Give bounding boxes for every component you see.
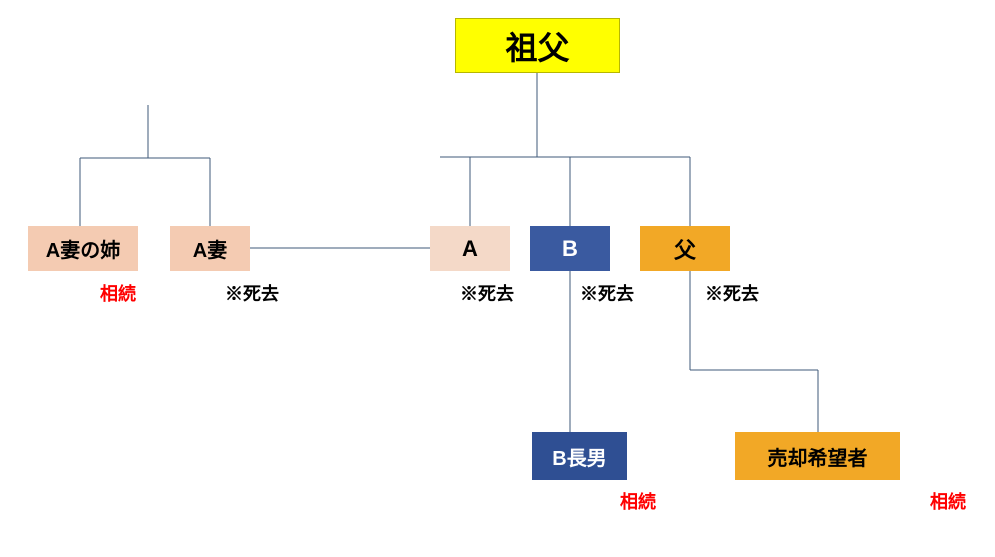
family-tree-diagram: 祖父 A妻の姉 A妻 A B 父 B長男 売却希望者 相続 ※死去 ※死去 ※死… (0, 0, 995, 557)
annot-deceased-1: ※死去 (225, 280, 279, 306)
node-seller-label: 売却希望者 (768, 442, 868, 471)
node-b-son: B長男 (532, 432, 627, 480)
annot-deceased-4: ※死去 (705, 280, 759, 306)
node-a: A (430, 226, 510, 271)
node-father-label: 父 (674, 233, 696, 265)
node-father: 父 (640, 226, 730, 271)
annot-inherit-3: 相続 (930, 488, 966, 514)
node-seller: 売却希望者 (735, 432, 900, 480)
node-wife-sister-label: A妻の姉 (46, 234, 120, 263)
annot-deceased-2: ※死去 (460, 280, 514, 306)
node-b-son-label: B長男 (552, 442, 606, 471)
annot-deceased-3: ※死去 (580, 280, 634, 306)
node-grandfather-label: 祖父 (505, 23, 569, 69)
node-b: B (530, 226, 610, 271)
node-a-label: A (462, 236, 478, 262)
annot-inherit-2: 相続 (620, 488, 656, 514)
node-wife: A妻 (170, 226, 250, 271)
node-grandfather: 祖父 (455, 18, 620, 73)
annot-inherit-1: 相続 (100, 280, 136, 306)
node-wife-label: A妻 (193, 234, 227, 263)
node-b-label: B (562, 236, 578, 262)
node-wife-sister: A妻の姉 (28, 226, 138, 271)
